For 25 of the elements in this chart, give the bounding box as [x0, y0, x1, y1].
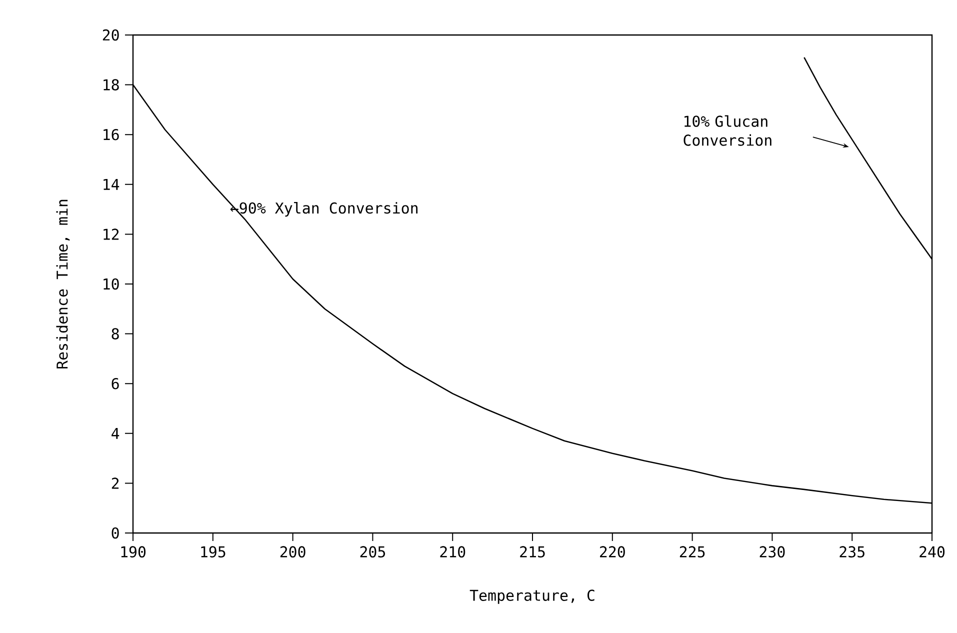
y-tick-label: 20	[102, 29, 119, 41]
y-tick-label: 8	[112, 328, 119, 340]
y-tick-label: 6	[112, 378, 119, 390]
annotation: 10% Glucan Conversion	[684, 115, 772, 146]
x-tick-label: 195	[201, 546, 226, 558]
x-tick-label: 230	[760, 546, 785, 558]
x-tick-label: 210	[440, 546, 466, 558]
y-tick-label: 10	[104, 278, 119, 290]
x-tick-label: 205	[360, 546, 385, 558]
x-tick-label: 225	[680, 546, 705, 558]
y-tick-label: 2	[112, 478, 119, 489]
y-tick-label: 4	[112, 428, 120, 439]
x-tick-label: 220	[600, 546, 625, 558]
y-tick-label: 12	[104, 228, 119, 240]
y-tick-label: 16	[104, 128, 119, 140]
x-tick-label: 215	[520, 546, 545, 558]
x-axis-title: Temperature, C	[470, 590, 594, 604]
x-tick-label: 190	[121, 546, 146, 558]
y-axis-title: Residence Time, min	[56, 200, 70, 368]
x-tick-label: 200	[280, 546, 306, 558]
y-tick-label: 0	[112, 527, 119, 539]
y-tick-label: 14	[104, 178, 120, 190]
y-tick-label: 18	[104, 79, 119, 90]
x-tick-label: 240	[920, 546, 945, 558]
x-tick-label: 235	[840, 546, 864, 558]
